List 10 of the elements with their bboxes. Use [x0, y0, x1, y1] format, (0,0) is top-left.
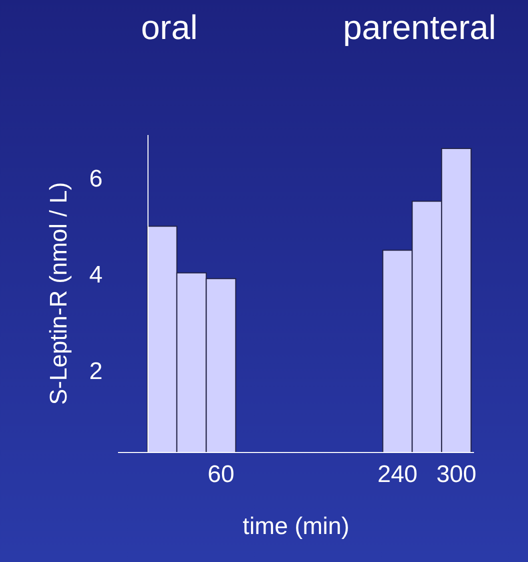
- y-tick-label: 2: [89, 358, 103, 385]
- x-tick-label: 240: [377, 460, 418, 488]
- x-axis-title: time (min): [242, 513, 350, 540]
- text: oral: [141, 9, 198, 47]
- y-axis-title: S-Leptin-R (nmol / L): [45, 182, 72, 405]
- x-tick-label: 300: [436, 460, 476, 488]
- x-tick-label: 60: [208, 460, 234, 488]
- text: parenteral: [343, 9, 496, 47]
- y-tick-label: 6: [89, 166, 103, 193]
- y-tick-label: 4: [89, 262, 103, 289]
